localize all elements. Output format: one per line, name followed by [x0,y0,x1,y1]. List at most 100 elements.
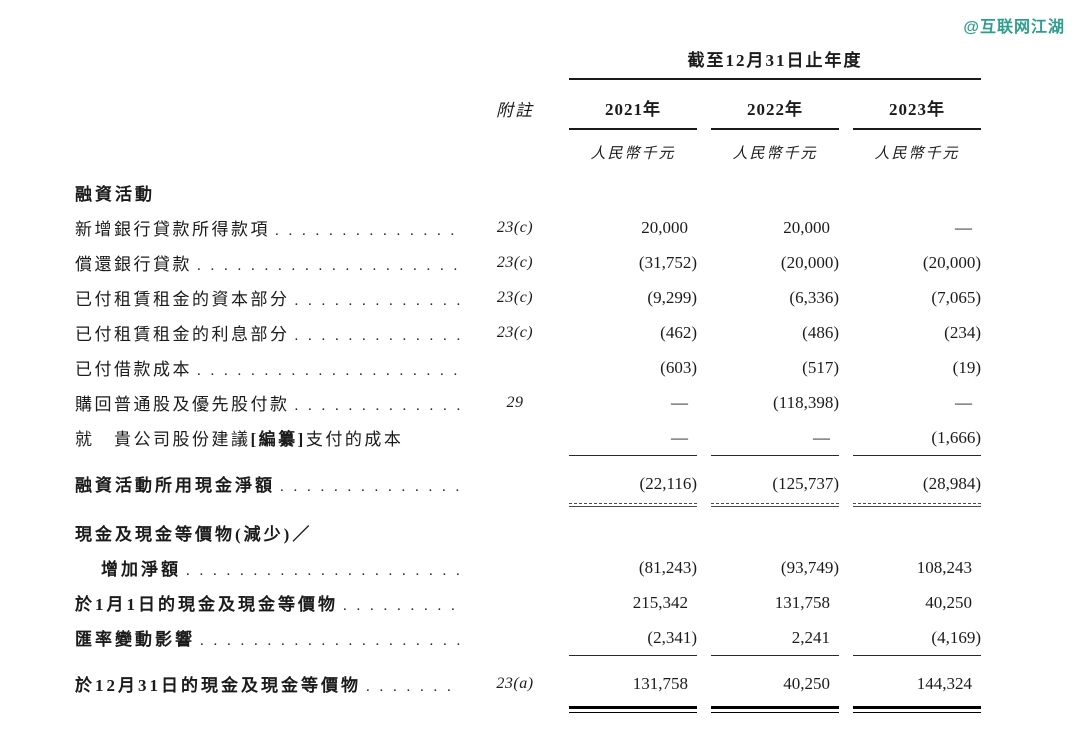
value-2023: (28,984) [922,473,981,493]
subtotal-rule [569,455,697,456]
dashed-subtotal-rule [853,503,981,507]
value-2022: 131,758 [774,592,830,612]
value-2023: (7,065) [931,287,981,307]
value-2022: 2,241 [791,627,830,647]
table-row: 購回普通股及優先股付款 29 — (118,398) — [75,385,981,420]
period-header: 截至12月31日止年度 [569,46,981,80]
dot-leader [200,630,461,650]
value-2021: (603) [660,357,697,377]
value-2023: (19) [952,357,981,377]
year-header-2022: 2022年 [711,95,839,130]
row-label: 融資活動 [75,185,155,204]
row-label: 已付租賃租金的利息部分 [75,325,290,344]
table-row: 償還銀行貸款 23(c) (31,752) (20,000) (20,000) [75,245,981,280]
unit-label: 人民幣千元 [732,146,818,162]
table-row: 新增銀行貸款所得款項 23(c) 20,000 20,000 — [75,210,981,245]
total-rule [711,655,839,656]
value-2021: 215,342 [632,592,688,612]
year-header-2023: 2023年 [853,95,981,130]
table-row: 匯率變動影響 (2,341) 2,241 (4,169) [75,620,981,655]
table-row: 就 貴公司股份建議[編纂]支付的成本 — — (1,666) [75,420,981,455]
value-2021: — [671,392,688,412]
value-2021: (9,299) [647,287,697,307]
row-label: 融資活動所用現金淨額 [75,476,275,495]
value-2021: (22,116) [639,473,697,493]
value-2021: 131,758 [632,673,688,693]
value-2021: — [671,427,688,447]
note-ref: 23(c) [496,253,534,271]
table-row: 增加淨額 (81,243) (93,749) 108,243 [75,550,981,585]
value-2022: (20,000) [780,252,839,272]
value-2022: (517) [802,357,839,377]
note-column-header: 附註 [496,101,534,120]
note-ref: 23(c) [496,218,534,236]
dot-leader [197,360,461,380]
value-2022: 20,000 [783,217,830,237]
redaction-marker: [編纂] [250,430,306,449]
year-header-row: 附註 2021年 2022年 2023年 [75,80,981,130]
value-2021: 20,000 [641,217,688,237]
dot-leader [280,476,461,496]
value-2023: (234) [944,322,981,342]
value-2022: (93,749) [780,557,839,577]
unit-label: 人民幣千元 [590,146,676,162]
dot-leader [295,290,462,310]
table-row: 已付租賃租金的資本部分 23(c) (9,299) (6,336) (7,065… [75,280,981,315]
final-double-rule [569,706,697,713]
dot-leader [295,395,462,415]
value-2023: (20,000) [922,252,981,272]
row-label: 增加淨額 [101,560,181,579]
table-row: 現金及現金等價物(減少)／ [75,515,981,550]
value-2023: (1,666) [931,427,981,447]
row-label: 於1月1日的現金及現金等價物 [75,595,338,614]
table-row-subtotal: 融資活動所用現金淨額 (22,116) (125,737) (28,984) [75,466,981,501]
row-label: 償還銀行貸款 [75,255,192,274]
value-2022: (486) [802,322,839,342]
value-2023: 144,324 [916,673,972,693]
rule-row [75,455,981,466]
value-2022: (125,737) [772,473,839,493]
row-label: 購回普通股及優先股付款 [75,395,290,414]
dot-leader [343,595,461,615]
watermark: @互联网江湖 [963,19,1065,36]
total-rule [853,655,981,656]
row-label: 現金及現金等價物(減少)／ [75,525,313,544]
table-row-total: 於12月31日的現金及現金等價物 23(a) 131,758 40,250 14… [75,666,981,701]
value-2023: — [955,392,972,412]
dot-leader [197,255,461,275]
value-2021: (2,341) [647,627,697,647]
note-ref: 23(c) [496,288,534,306]
note-ref: 29 [506,393,524,411]
table-row: 已付租賃租金的利息部分 23(c) (462) (486) (234) [75,315,981,350]
value-2023: 108,243 [916,557,972,577]
value-2021: (31,752) [638,252,697,272]
row-label: 就 貴公司股份建議[編纂]支付的成本 [75,430,404,449]
rule-row [75,701,981,715]
rule-row [75,501,981,512]
value-2022: (6,336) [789,287,839,307]
table-row: 已付借款成本 (603) (517) (19) [75,350,981,385]
note-ref: 23(c) [496,323,534,341]
value-2023: 40,250 [925,592,972,612]
final-double-rule [853,706,981,713]
dashed-subtotal-rule [711,503,839,507]
year-header-2021: 2021年 [569,95,697,130]
value-2023: (4,169) [931,627,981,647]
row-label: 已付借款成本 [75,360,192,379]
dashed-subtotal-rule [569,503,697,507]
unit-label: 人民幣千元 [874,146,960,162]
row-label: 匯率變動影響 [75,630,195,649]
value-2021: (462) [660,322,697,342]
subtotal-rule [711,455,839,456]
row-label: 於12月31日的現金及現金等價物 [75,676,361,695]
dot-leader [275,220,461,240]
subtotal-rule [853,455,981,456]
dot-leader [186,560,461,580]
rule-row [75,655,981,666]
row-label: 已付租賃租金的資本部分 [75,290,290,309]
cashflow-table: 截至12月31日止年度 附註 2021年 2022年 2023年 人民幣千元 人… [75,38,981,715]
value-2022: 40,250 [783,673,830,693]
value-2022: (118,398) [773,392,839,412]
value-2022: — [813,427,830,447]
